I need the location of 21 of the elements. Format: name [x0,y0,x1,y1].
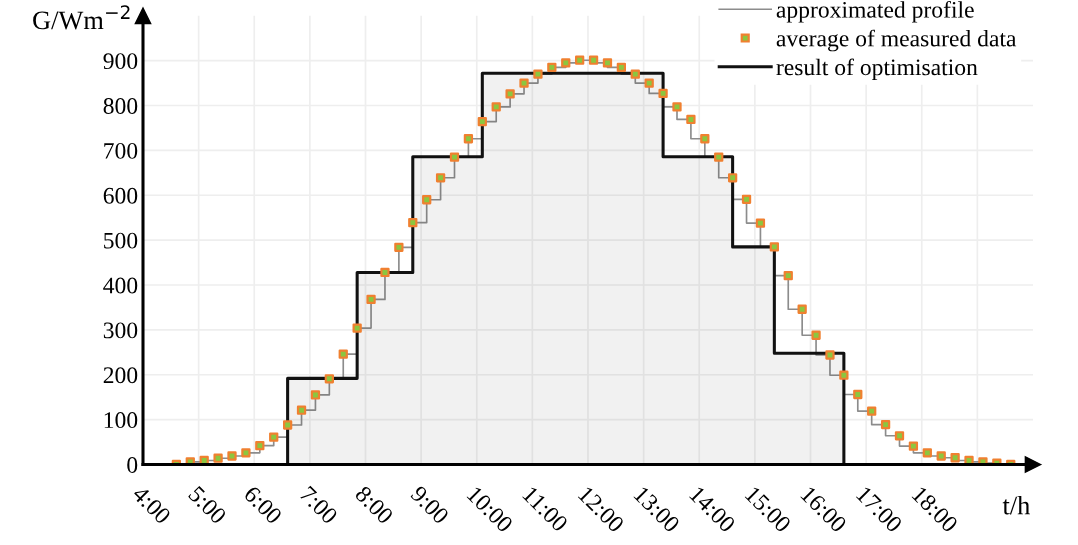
y-tick-label: 900 [103,53,138,70]
y-tick-label: 200 [103,367,138,384]
y-tick-label: 0 [127,456,138,473]
y-tick-label: 500 [104,232,138,249]
x-tick-label: 9:00 [409,484,450,525]
x-tick-label: 4:00 [131,484,172,525]
y-tick-label: 300 [103,322,138,339]
y-tick-label: 700 [104,142,138,159]
legend-label: approximated profile [776,0,974,23]
legend-label: result of optimisation [776,58,978,81]
x-tick-label: 8:00 [354,485,395,525]
y-tick-label: 600 [103,187,138,204]
y-tick-label: 400 [103,277,138,294]
y-tick-label: 800 [103,98,138,114]
y-tick-label: 100 [104,412,138,429]
x-axis-title: t/h [1002,495,1030,515]
x-tick-label: 7:00 [299,485,339,525]
x-tick-label: 5:00 [187,485,228,525]
x-tick-label: 6:00 [243,485,283,525]
legend-label: average of measured data [776,29,1017,52]
y-axis-title: G/Wm$^{−2}$ [33,5,130,30]
